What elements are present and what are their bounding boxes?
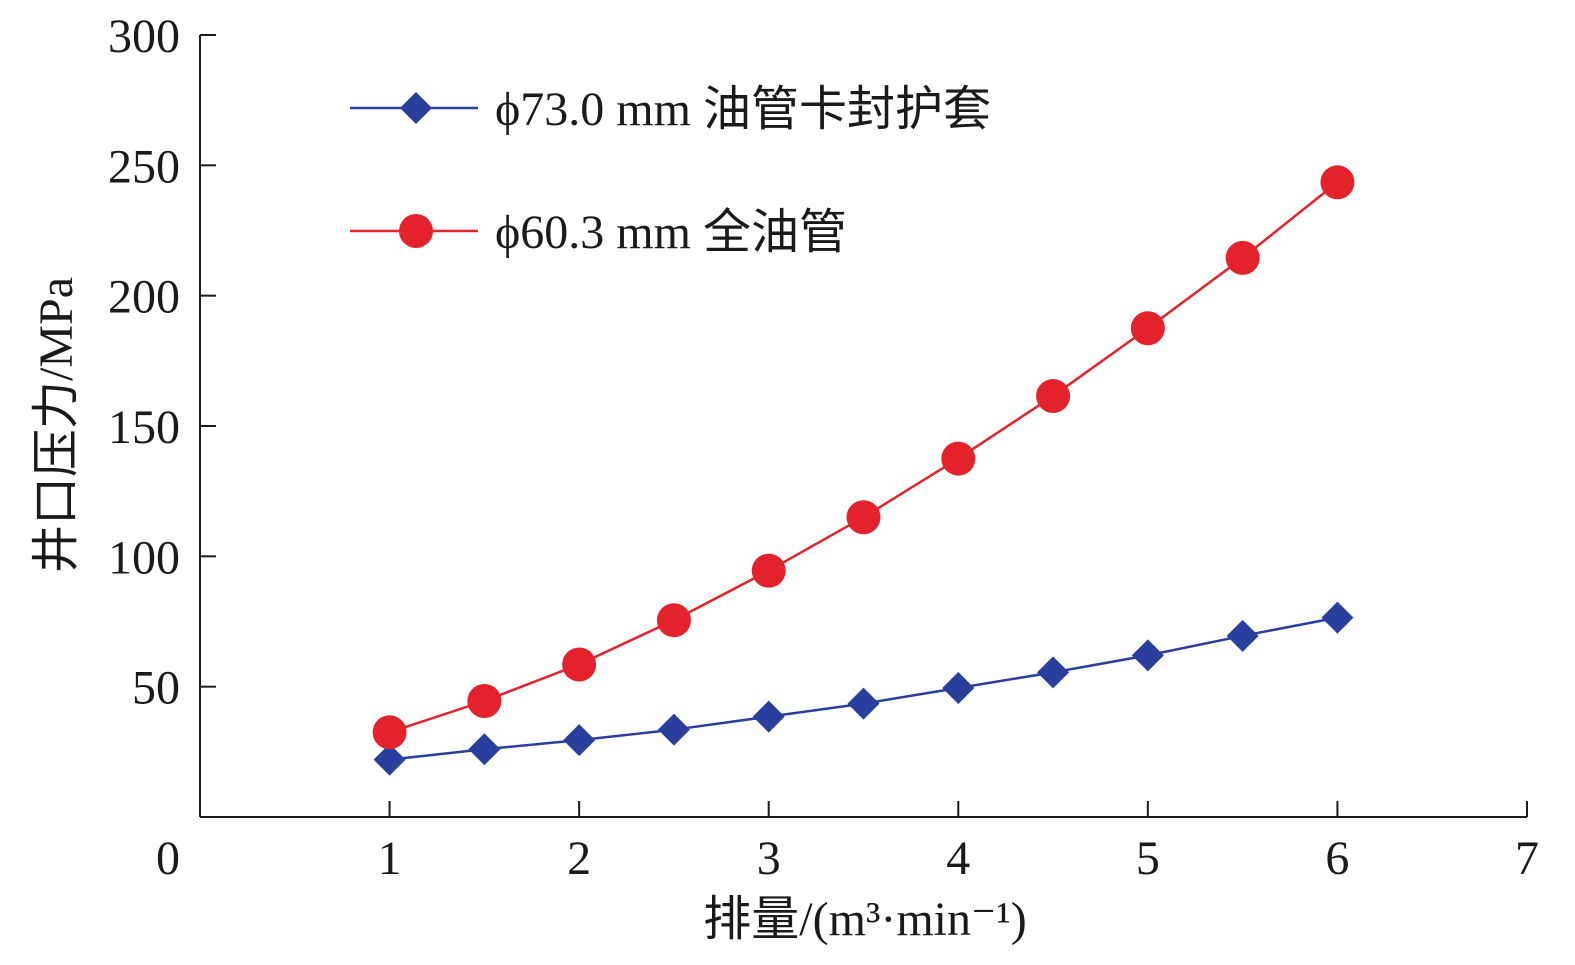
data-point — [1225, 240, 1260, 275]
x-axis-title: 排量/(m³·min⁻¹) — [703, 893, 1026, 946]
data-point — [372, 715, 407, 750]
data-point — [467, 684, 502, 719]
data-point — [1321, 601, 1354, 634]
x-tick-label: 2 — [567, 832, 591, 885]
x-tick-label: 6 — [1325, 832, 1349, 885]
legend: ϕ73.0 mm 油管卡封护套 ϕ60.3 mm 全油管 — [350, 83, 991, 259]
series-layer — [372, 165, 1355, 776]
data-point — [942, 671, 975, 704]
data-point — [468, 733, 501, 766]
y-tick-label: 150 — [108, 401, 180, 454]
data-point — [373, 743, 406, 776]
data-point — [562, 647, 597, 682]
data-point — [656, 603, 691, 638]
x-axis-ticks: 0 1 2 3 4 5 6 7 — [156, 801, 1539, 885]
data-point — [751, 553, 786, 588]
data-point — [847, 687, 880, 720]
series-2 — [372, 165, 1355, 750]
data-point — [1226, 619, 1259, 652]
series-line — [389, 181, 1339, 734]
data-point — [657, 713, 690, 746]
data-point — [1036, 379, 1071, 414]
y-axis-ticks: 50 100 150 200 250 300 — [108, 10, 216, 715]
data-point — [1130, 311, 1165, 346]
data-point — [1131, 639, 1164, 672]
data-point — [941, 441, 976, 476]
y-tick-label: 250 — [108, 140, 180, 193]
y-axis-title: 井口压力/MPa — [30, 277, 83, 573]
data-point — [1320, 165, 1355, 200]
y-tick-label: 200 — [108, 271, 180, 324]
series-1 — [373, 601, 1354, 776]
legend-label: ϕ73.0 mm 油管卡封护套 — [495, 83, 991, 136]
data-point — [752, 700, 785, 733]
legend-item-1: ϕ73.0 mm 油管卡封护套 — [350, 83, 991, 136]
data-point — [563, 724, 596, 757]
x-tick-label: 3 — [757, 832, 781, 885]
legend-marker — [399, 214, 433, 248]
x-tick-label: 1 — [378, 832, 402, 885]
legend-item-2: ϕ60.3 mm 全油管 — [350, 206, 847, 259]
y-tick-label: 100 — [108, 531, 180, 584]
data-point — [846, 500, 881, 535]
x-tick-label: 4 — [946, 832, 970, 885]
data-point — [1037, 656, 1070, 689]
y-tick-label: 50 — [132, 662, 180, 715]
x-tick-label: 0 — [156, 832, 180, 885]
x-tick-label: 5 — [1136, 832, 1160, 885]
legend-label: ϕ60.3 mm 全油管 — [495, 206, 847, 259]
y-tick-label: 300 — [108, 10, 180, 63]
x-tick-label: 7 — [1515, 832, 1539, 885]
legend-marker — [400, 92, 432, 124]
